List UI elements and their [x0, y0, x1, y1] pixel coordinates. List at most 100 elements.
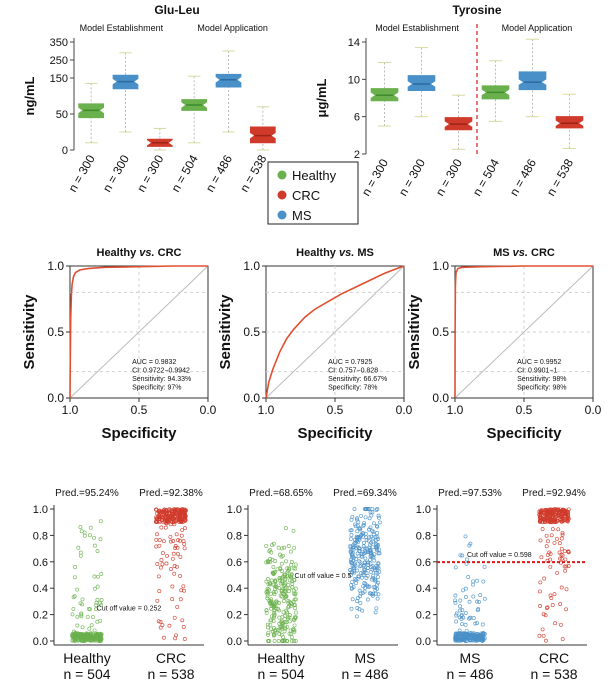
- data-point: [538, 511, 543, 516]
- data-point: [94, 603, 99, 608]
- y-tick-label: 1.0: [227, 504, 242, 516]
- data-point: [275, 567, 280, 572]
- roc-roc1: Healthy vs. CRC 1.0 0.5 0.0 0.0 0.5 1.0 Specifi…: [21, 247, 217, 442]
- data-point: [560, 513, 565, 518]
- data-point: [562, 564, 567, 569]
- data-point: [365, 573, 370, 578]
- stat-label: Sensitivity: 98%: [517, 376, 566, 383]
- pred-label: Pred.=92.94%: [522, 488, 586, 499]
- data-point: [288, 575, 293, 580]
- data-point: [164, 561, 169, 566]
- data-point: [284, 585, 289, 590]
- x-tick-label: 1.0: [447, 403, 464, 417]
- stat-label: Specificity: 98%: [517, 385, 566, 392]
- data-point: [265, 588, 270, 593]
- data-point: [348, 545, 353, 550]
- data-point: [544, 606, 549, 610]
- y-tick-label: 0.5: [47, 325, 64, 339]
- data-point: [172, 522, 177, 527]
- y-tick-label: 0.0: [432, 391, 449, 405]
- data-point: [349, 583, 354, 588]
- data-point: [563, 557, 568, 562]
- data-point: [276, 628, 281, 632]
- data-point: [273, 627, 278, 632]
- cutoff-label: Cut off value = 0.5: [295, 573, 352, 580]
- data-point: [464, 628, 469, 633]
- pred-label: Pred.=95.24%: [55, 488, 119, 499]
- data-point: [372, 578, 377, 583]
- y-tick-label: 0.8: [33, 530, 48, 542]
- data-point: [71, 606, 76, 611]
- data-point: [368, 591, 373, 596]
- stat-label: CI: 0.9722−0.9942: [132, 368, 190, 375]
- data-point: [155, 511, 160, 516]
- data-point: [363, 507, 367, 511]
- n-label: n = 486: [341, 666, 388, 682]
- data-point: [471, 616, 476, 620]
- data-point: [159, 558, 164, 562]
- data-point: [88, 607, 92, 612]
- title-part: CRC: [531, 247, 555, 259]
- x-tick-label: 0.5: [327, 403, 344, 417]
- data-point: [544, 533, 549, 538]
- data-point: [182, 637, 187, 641]
- data-point: [369, 569, 373, 574]
- data-point: [284, 559, 288, 564]
- data-point: [82, 533, 87, 538]
- data-point: [460, 553, 465, 558]
- data-point: [549, 596, 554, 600]
- data-point: [278, 567, 283, 572]
- data-point: [375, 535, 380, 540]
- title-part: MS: [357, 247, 374, 259]
- data-point: [172, 564, 177, 568]
- data-point: [181, 625, 186, 629]
- data-point: [538, 518, 543, 523]
- data-point: [353, 524, 358, 529]
- data-point: [171, 551, 176, 556]
- data-point: [459, 616, 464, 621]
- chart-title: MS vs. CRC: [493, 247, 555, 259]
- data-point: [155, 532, 159, 537]
- data-point: [482, 596, 487, 601]
- data-point: [350, 560, 355, 565]
- data-point: [279, 626, 284, 631]
- data-point: [458, 604, 463, 609]
- data-point: [89, 634, 94, 639]
- data-point: [75, 623, 80, 628]
- data-point: [71, 595, 76, 600]
- data-point: [562, 549, 567, 554]
- data-point: [176, 538, 181, 543]
- data-point: [287, 566, 291, 571]
- data-point: [543, 519, 548, 524]
- roc-roc3: MS vs. CRC 1.0 0.5 0.0 0.0 0.5 1.0 Specificity S…: [406, 247, 602, 442]
- data-point: [183, 507, 188, 512]
- data-point: [156, 619, 161, 624]
- data-point: [182, 546, 187, 551]
- data-point: [359, 553, 364, 558]
- data-point: [289, 639, 294, 643]
- y-axis-label: Sensitivity: [21, 294, 38, 370]
- data-point: [474, 621, 479, 626]
- data-point: [368, 561, 373, 566]
- data-point: [364, 535, 369, 540]
- data-point: [175, 551, 180, 556]
- n-label: n = 300: [396, 156, 428, 198]
- stat-label: Specificity: 97%: [132, 385, 181, 392]
- data-point: [548, 551, 553, 556]
- data-point: [564, 564, 569, 569]
- data-point: [172, 509, 177, 514]
- roc-curve: [454, 265, 593, 399]
- data-point: [169, 567, 174, 571]
- x-axis-label: Specificity: [486, 425, 562, 442]
- data-point: [552, 592, 557, 597]
- data-point: [75, 614, 80, 619]
- data-point: [95, 635, 100, 640]
- data-point: [160, 512, 165, 517]
- data-point: [183, 512, 188, 516]
- data-point: [272, 613, 277, 618]
- data-point: [350, 551, 355, 556]
- data-point: [465, 634, 470, 639]
- data-point: [454, 631, 458, 636]
- data-point: [477, 599, 481, 604]
- data-point: [170, 597, 175, 602]
